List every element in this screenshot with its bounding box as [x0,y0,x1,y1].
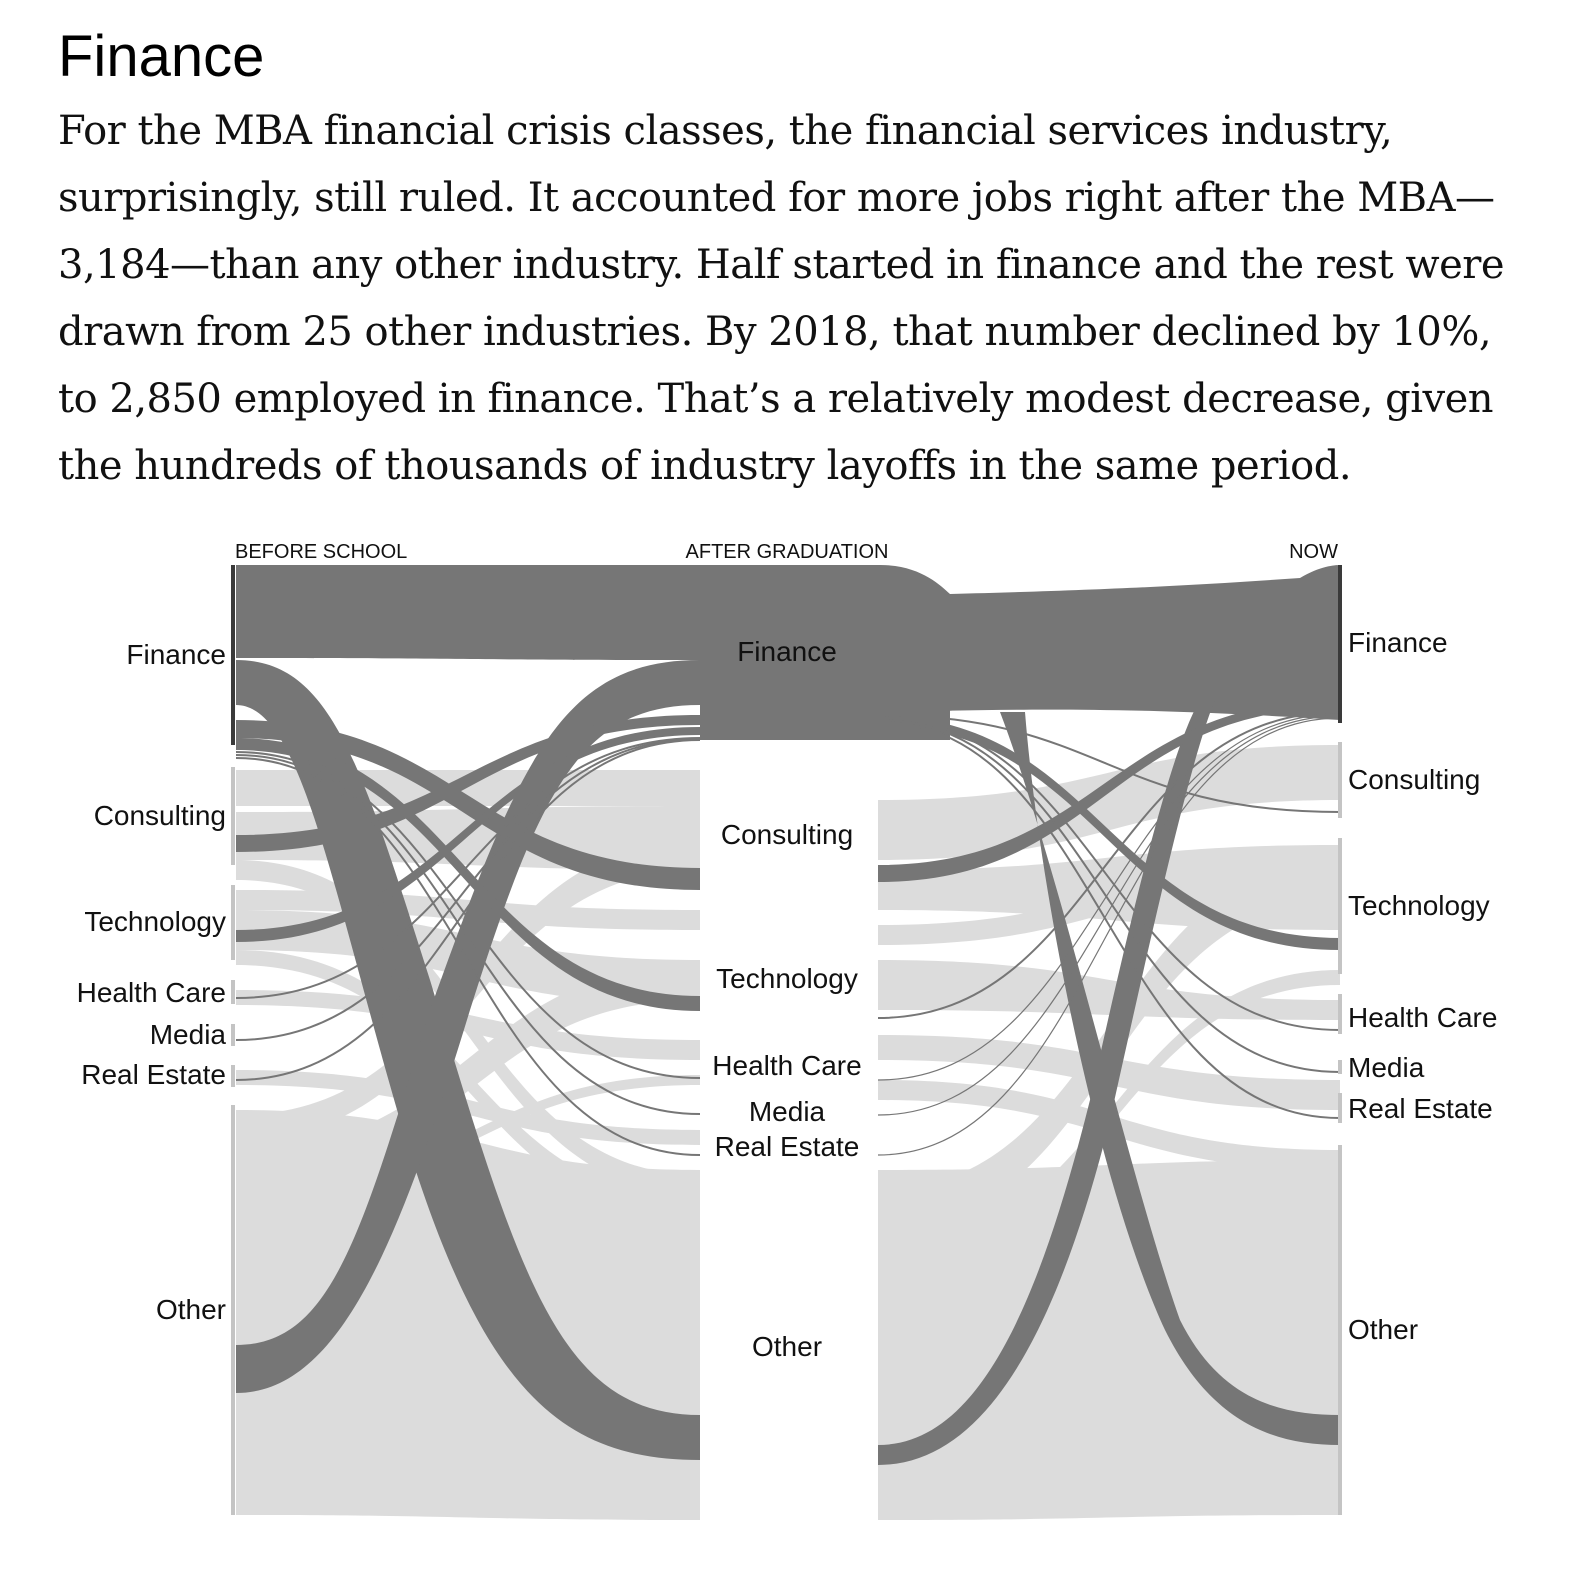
node-label: Consulting [721,819,853,850]
labels-now: Finance Consulting Technology Health Car… [1348,627,1497,1345]
column-header-now: NOW [1289,541,1338,563]
flow-context [236,950,700,1220]
node-label: Consulting [1348,764,1480,795]
flow-finance-consulting [236,720,700,890]
node-label: Other [1348,1314,1418,1345]
node-bars [231,565,1342,1515]
flow-finance-realestate-now [877,721,1341,1119]
node-label: Technology [84,906,226,937]
node-label: Health Care [1348,1002,1497,1033]
finance-thin-flows [235,711,1341,1156]
flow-finance-consulting-now2 [877,714,1341,813]
flow-realestate-finance [235,739,701,1081]
flow-media-finance-now [877,715,1341,1116]
flow-finance-other [236,660,700,1460]
flow-finance-other-now [1000,712,1340,1445]
node-bar-now-consulting [1338,742,1342,818]
flow-context [236,860,700,1195]
node-label: Media [150,1019,227,1050]
flow-media-finance [235,738,701,1041]
flow-finance-healthcare [235,751,701,1079]
node-label: Technology [716,963,858,994]
node-label: Health Care [712,1050,861,1081]
flow-context [878,1160,1340,1520]
flow-context [878,745,1340,860]
flow-finance-realestate [235,757,701,1156]
flow-finance-finance [236,565,950,740]
node-label: Media [749,1096,826,1127]
node-label: Technology [1348,890,1490,921]
flow-technology-finance-now [877,711,1341,1019]
flow-technology-finance [236,727,700,942]
node-bar-now-realestate [1338,1093,1342,1123]
node-label: Finance [126,639,226,670]
node-bar-before-consulting [231,767,235,865]
node-label: Health Care [77,977,226,1008]
node-bar-now-media [1338,1060,1342,1074]
page-title: Finance [58,24,265,89]
node-label: Other [156,1294,226,1325]
flow-consulting-finance [236,715,700,852]
node-label: Real Estate [715,1131,860,1162]
flow-finance-healthcare-now [877,717,1341,1031]
flow-finance-media [235,754,701,1115]
node-bar-before-other [231,1105,235,1515]
node-bar-before-healthcare [231,980,235,1004]
flow-realestate-finance-now [877,717,1341,1156]
column-header-before: BEFORE SCHOOL [235,541,407,563]
node-label: Finance [737,636,837,667]
column-header-after: AFTER GRADUATION [686,541,889,563]
flow-finance-finance-now [878,565,1340,740]
node-label: Real Estate [1348,1093,1493,1124]
flow-finance-technology [236,738,700,1011]
node-bar-before-realestate [231,1065,235,1087]
labels-after: Finance Consulting Technology Health Car… [712,636,861,1362]
flow-healthcare-finance-now [877,713,1341,1081]
node-bar-now-healthcare [1338,994,1342,1034]
node-bar-before-media [231,1024,235,1046]
node-label: Real Estate [81,1059,226,1090]
flow-finance-technology-now [878,716,1340,950]
node-label: Other [752,1331,822,1362]
node-bar-now-technology [1338,838,1342,974]
flow-context [878,860,1340,945]
node-bar-now-other [1338,1145,1342,1515]
node-bar-before-technology [231,885,235,960]
node-label: Media [1348,1052,1425,1083]
flow-finance-consulting-now [878,700,1340,882]
node-bar-now-finance [1338,565,1342,723]
flow-context [236,965,700,1180]
node-label: Finance [1348,627,1448,658]
labels-before: Finance Consulting Technology Health Car… [77,639,227,1325]
node-label: Consulting [94,800,226,831]
flow-healthcare-finance [235,737,701,999]
node-bar-before-finance [231,565,235,745]
intro-paragraph: For the MBA financial crisis classes, th… [58,108,1505,489]
